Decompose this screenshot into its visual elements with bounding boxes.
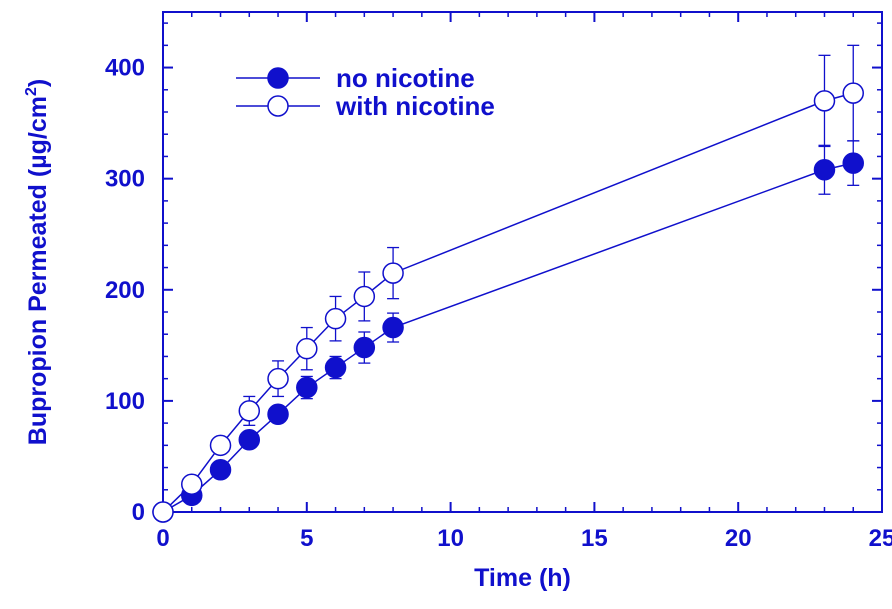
legend-label: no nicotine xyxy=(336,63,475,93)
data-point xyxy=(296,376,318,399)
data-point xyxy=(353,336,376,359)
series-no-nicotine xyxy=(152,140,864,523)
plot-frame-layer xyxy=(162,11,883,513)
data-point xyxy=(209,434,232,457)
data-point xyxy=(209,459,232,481)
data-point xyxy=(267,403,289,425)
y-tick-label: 200 xyxy=(105,277,145,304)
x-tick-label: 5 xyxy=(300,525,313,552)
x-tick-label: 10 xyxy=(437,525,464,552)
data-point xyxy=(813,159,836,181)
series-layer xyxy=(152,44,864,523)
y-axis-title-superscript: 2 xyxy=(23,87,40,96)
data-point xyxy=(152,501,174,523)
data-point xyxy=(296,337,318,360)
y-axis-title-main: Bupropion Permeated (µg/cm xyxy=(24,96,52,445)
data-point xyxy=(181,473,203,495)
y-tick-label: 100 xyxy=(105,388,145,415)
data-point xyxy=(238,429,261,451)
axis-layer: 0 5 10 15 20 25 0 100 200 300 400 xyxy=(105,12,892,552)
legend-marker xyxy=(267,95,289,117)
y-tick-label: 300 xyxy=(105,166,145,193)
series-line xyxy=(162,92,854,513)
series-with-nicotine xyxy=(152,44,864,523)
plot-frame xyxy=(162,11,883,513)
series-line xyxy=(162,162,854,513)
data-point xyxy=(382,316,404,339)
x-tick-label: 0 xyxy=(156,525,169,552)
data-point xyxy=(353,285,376,308)
data-point xyxy=(382,262,404,284)
x-tick-label: 25 xyxy=(869,525,892,552)
x-axis-title: Time (h) xyxy=(474,564,571,592)
y-axis-title-close: ) xyxy=(24,79,52,87)
data-point xyxy=(238,400,261,422)
x-tick-label: 20 xyxy=(725,525,752,552)
legend-marker xyxy=(267,67,289,89)
data-point xyxy=(324,307,347,330)
y-axis-title: Bupropion Permeated (µg/cm2) xyxy=(23,79,52,445)
x-tick-label: 15 xyxy=(581,525,608,552)
legend-label: with nicotine xyxy=(335,91,495,121)
data-point xyxy=(267,367,289,390)
y-tick-label: 0 xyxy=(132,499,145,526)
data-point xyxy=(842,82,864,104)
data-point xyxy=(842,152,864,174)
data-point xyxy=(813,90,836,112)
y-tick-label: 400 xyxy=(105,55,145,82)
data-point xyxy=(324,356,347,379)
